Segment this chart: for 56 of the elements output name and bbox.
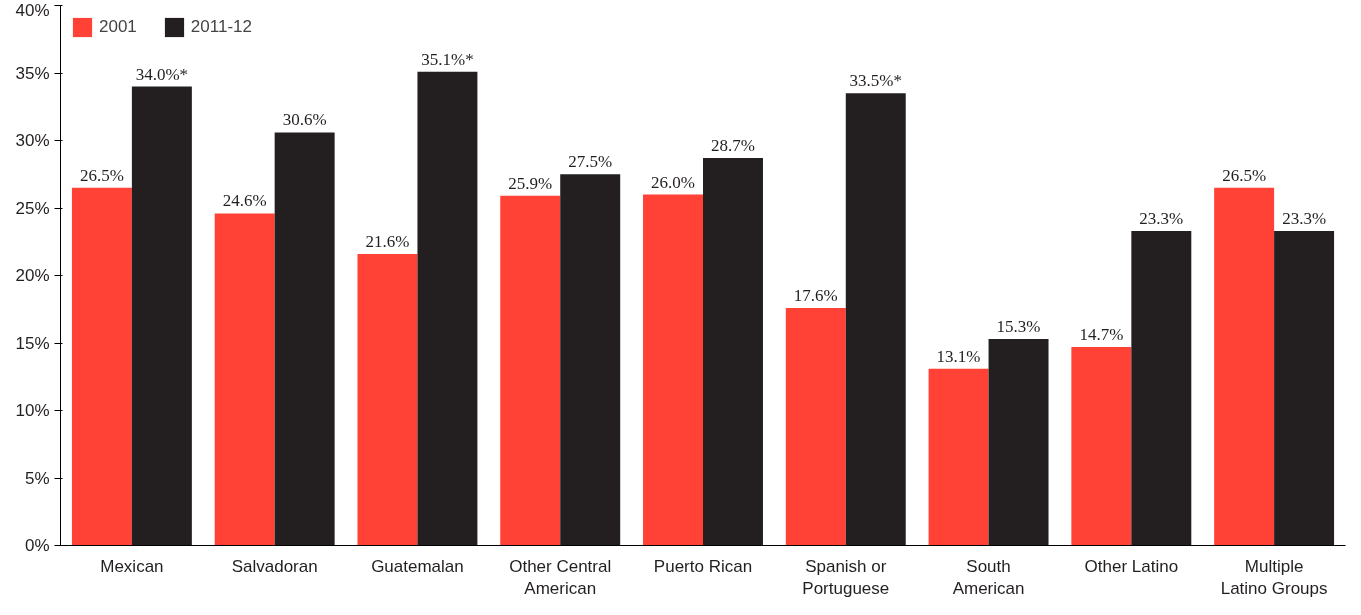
bar	[643, 194, 703, 546]
bar	[1274, 230, 1335, 546]
bar	[357, 253, 418, 546]
bar	[560, 174, 621, 546]
x-tick-label: Multiple Latino Groups	[1220, 556, 1328, 599]
data-label: 17.6%	[793, 285, 838, 305]
data-label: 26.0%	[651, 172, 695, 192]
data-label: 21.6%	[365, 231, 410, 251]
x-tick-label: Other Latino	[1084, 556, 1179, 576]
data-label: 25.9%	[508, 173, 553, 193]
x-tick-label: Puerto Rican	[653, 556, 753, 576]
bar	[500, 195, 561, 546]
data-label: 35.1%*	[421, 49, 474, 69]
bar	[928, 368, 989, 546]
x-tick-label: Mexican	[100, 556, 164, 576]
y-tick-label: 30%	[15, 131, 50, 150]
bar	[703, 158, 763, 546]
data-label: 30.6%	[282, 110, 327, 130]
bar	[785, 307, 846, 546]
bar	[214, 213, 275, 546]
x-tick-label: Other Central American	[509, 556, 612, 599]
bar	[988, 338, 1049, 546]
y-tick-label: 40%	[15, 0, 50, 20]
bar	[1131, 230, 1192, 546]
x-tick-label: Guatemalan	[371, 556, 464, 576]
y-tick-label: 5%	[24, 468, 50, 488]
legend-label: 2011-12	[190, 17, 252, 37]
bar	[274, 132, 335, 546]
bar	[1071, 347, 1132, 546]
data-label: 23.3%	[1282, 208, 1327, 228]
y-tick-label: 15%	[15, 333, 50, 353]
bar	[1214, 187, 1275, 546]
data-label: 23.3%	[1139, 208, 1184, 228]
bar	[131, 86, 192, 546]
x-tick-label: Spanish or Portuguese	[802, 556, 890, 599]
data-label: 26.5%	[79, 165, 124, 185]
bar	[417, 71, 478, 546]
y-tick-label: 35%	[15, 63, 50, 83]
data-label: 27.5%	[568, 152, 613, 172]
y-tick-label: 20%	[15, 266, 50, 285]
data-label: 14.7%	[1079, 325, 1124, 345]
x-tick-label: Salvadoran	[231, 556, 318, 576]
y-tick-label: 25%	[15, 198, 50, 218]
data-label: 28.7%	[711, 136, 755, 156]
data-label: 26.5%	[1222, 165, 1267, 185]
data-label: 34.0%*	[135, 64, 189, 84]
data-label: 24.6%	[222, 191, 267, 211]
bar	[845, 93, 906, 546]
y-tick-label: 10%	[15, 401, 50, 420]
y-tick-label: 0%	[24, 536, 50, 555]
data-label: 13.1%	[936, 346, 981, 366]
x-tick-label: South American	[952, 556, 1025, 599]
data-label: 15.3%	[996, 316, 1041, 336]
bar	[71, 187, 132, 546]
data-label: 33.5%*	[849, 71, 902, 91]
legend-label: 2001	[99, 17, 137, 37]
